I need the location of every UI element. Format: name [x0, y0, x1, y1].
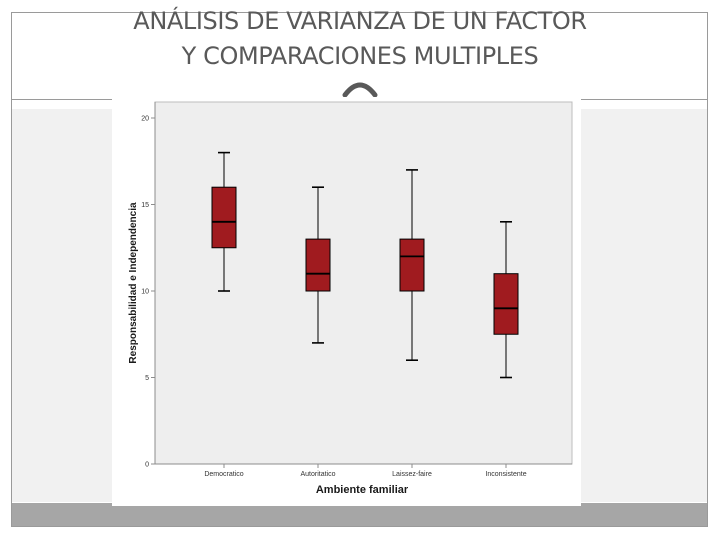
x-tick-label: Autoritatico: [300, 471, 335, 478]
chart-card: 0 5 10 15 20 Democratico Autoritatico Laissez-…: [112, 97, 581, 506]
boxplot-chart: 0 5 10 15 20 Democratico Autoritatico Laissez-…: [128, 101, 573, 496]
x-tick-label: Democratico: [204, 471, 243, 478]
y-axis-label: Responsabilidad e Independencia: [128, 202, 139, 364]
box-4: [493, 273, 519, 335]
y-tick-label: 0: [145, 462, 149, 469]
arc-ornament-icon: [342, 82, 378, 98]
slide-title-line-2: Y COMPARACIONES MULTIPLES: [181, 42, 539, 70]
y-tick-label: 10: [141, 289, 149, 296]
box-1: [211, 186, 237, 249]
slide-title-line-1: ANÁLISIS DE VARIANZA DE UN FACTOR: [133, 7, 587, 35]
box-2: [305, 238, 331, 292]
box-3: [399, 238, 425, 292]
x-axis-label: Ambiente familiar: [316, 484, 409, 496]
x-tick-label: Laissez-faire: [392, 471, 432, 478]
y-tick-label: 5: [145, 375, 149, 382]
y-tick-label: 15: [141, 202, 149, 209]
y-tick-label: 20: [141, 116, 149, 123]
footer-band: [12, 503, 707, 526]
x-tick-label: Inconsistente: [485, 471, 526, 478]
